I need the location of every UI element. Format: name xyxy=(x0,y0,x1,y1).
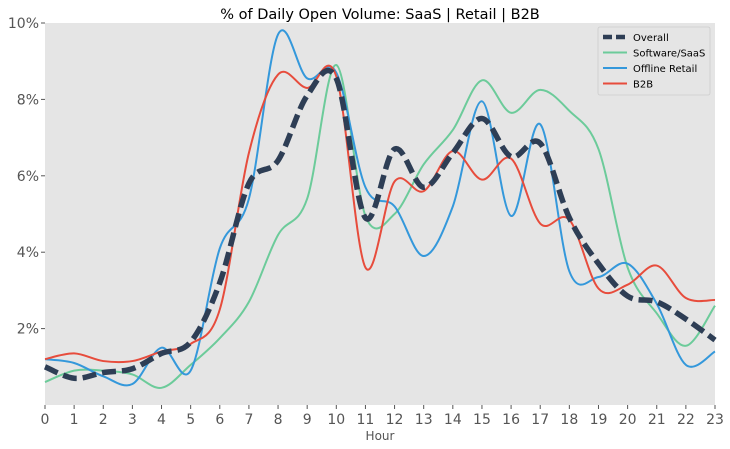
x-tick-label: 19 xyxy=(590,412,608,428)
x-tick-label: 12 xyxy=(386,412,404,428)
chart-title: % of Daily Open Volume: SaaS | Retail | … xyxy=(220,7,540,23)
y-tick-label: 4% xyxy=(17,245,39,261)
x-tick-label: 0 xyxy=(41,412,50,428)
legend: Overall Software/SaaS Offline Retail B2B xyxy=(597,26,711,96)
series-line-offline-retail xyxy=(44,29,716,387)
y-tick-label: 2% xyxy=(17,322,39,338)
x-axis-label: Hour xyxy=(366,429,395,443)
x-tick-label: 13 xyxy=(415,412,433,428)
legend-label: B2B xyxy=(633,80,653,91)
legend-label: Overall xyxy=(633,33,669,44)
x-tick-label: 20 xyxy=(619,412,637,428)
x-tick-label: 8 xyxy=(274,412,283,428)
x-tick-label: 5 xyxy=(186,412,195,428)
x-tick-label: 14 xyxy=(444,412,462,428)
x-tick-label: 15 xyxy=(473,412,491,428)
y-tick-label: 8% xyxy=(17,92,39,108)
series-line-overall xyxy=(43,68,717,382)
x-tick-label: 16 xyxy=(502,412,520,428)
x-tick-label: 7 xyxy=(244,412,253,428)
legend-box xyxy=(597,26,711,96)
legend-label: Software/SaaS xyxy=(633,49,705,60)
x-tick-label: 6 xyxy=(215,412,224,428)
x-tick-label: 3 xyxy=(128,412,137,428)
x-tick-label: 11 xyxy=(357,412,375,428)
x-tick-label: 2 xyxy=(99,412,108,428)
x-tick-label: 23 xyxy=(706,412,724,428)
legend-label: Offline Retail xyxy=(633,64,697,75)
x-tick-label: 17 xyxy=(531,412,549,428)
x-tick-label: 4 xyxy=(157,412,166,428)
x-tick-label: 18 xyxy=(560,412,578,428)
x-tick-label: 1 xyxy=(70,412,79,428)
x-tick-label: 21 xyxy=(648,412,666,428)
x-tick-label: 9 xyxy=(303,412,312,428)
x-tick-label: 10 xyxy=(327,412,345,428)
x-tick-label: 22 xyxy=(677,412,695,428)
y-tick-label: 10% xyxy=(8,16,39,32)
y-tick-label: 6% xyxy=(17,169,39,185)
